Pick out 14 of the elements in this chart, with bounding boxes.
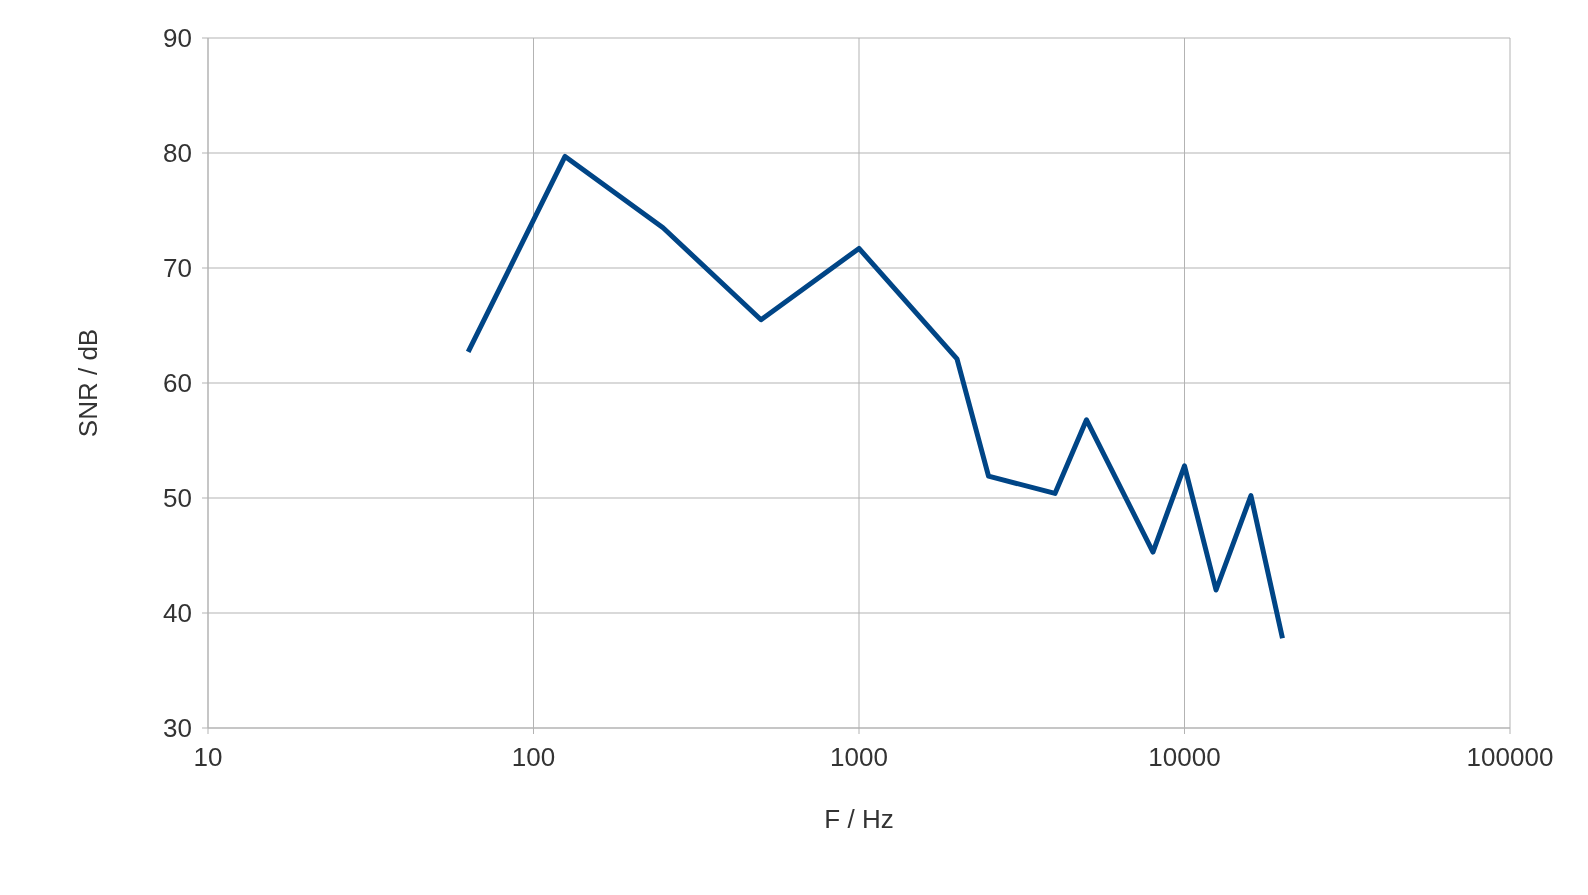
y-tick-label: 60 bbox=[163, 368, 192, 399]
y-axis-title: SNR / dB bbox=[73, 328, 104, 438]
x-tick-label: 10 bbox=[193, 742, 223, 773]
x-tick-label: 100 bbox=[511, 742, 556, 773]
y-tick-label: 50 bbox=[163, 483, 192, 514]
x-tick-label: 100000 bbox=[1466, 742, 1554, 773]
y-tick-label: 90 bbox=[163, 23, 192, 54]
y-tick-label: 80 bbox=[163, 138, 192, 169]
x-tick-label: 10000 bbox=[1148, 742, 1221, 773]
y-tick-label: 30 bbox=[163, 713, 192, 744]
x-axis-title: F / Hz bbox=[824, 804, 894, 834]
y-tick-label: 70 bbox=[163, 253, 192, 284]
x-tick-label: 1000 bbox=[830, 742, 888, 773]
y-tick-label: 40 bbox=[163, 598, 192, 629]
